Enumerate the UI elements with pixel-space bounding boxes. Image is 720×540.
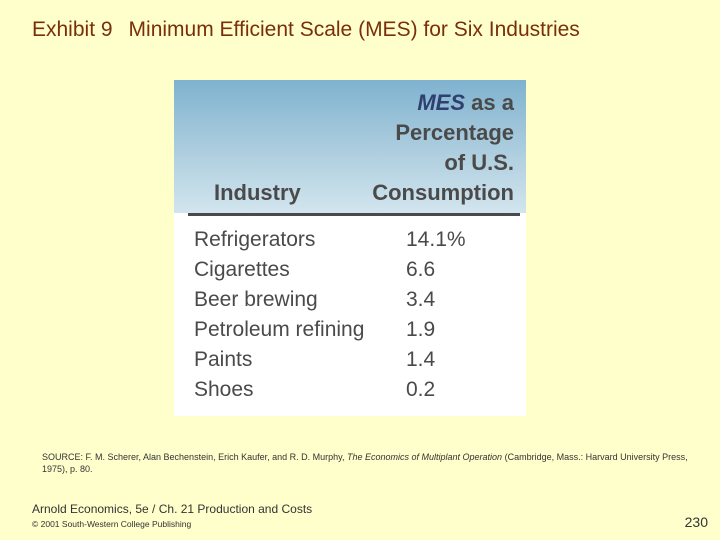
source-prefix: SOURCE: F. M. Scherer, Alan Bechenstein,… [42, 452, 345, 462]
page-number: 230 [684, 514, 708, 530]
mes-value-cell: 3.4 [406, 288, 436, 311]
header-mes-line2: Percentage [395, 120, 514, 145]
industry-cell: Shoes [194, 378, 254, 401]
mes-value-cell: 6.6 [406, 258, 436, 281]
header-mes-line4: Consumption [372, 180, 514, 205]
header-mes-line3: of U.S. [444, 150, 514, 175]
source-citation: SOURCE: F. M. Scherer, Alan Bechenstein,… [42, 451, 692, 475]
source-book-title: The Economics of Multiplant Operation [346, 452, 503, 462]
mes-table: MES as a Percentage of U.S. Consumption … [174, 80, 526, 416]
mes-value-cell: 0.2 [406, 378, 436, 401]
industry-cell: Cigarettes [194, 258, 290, 281]
header-mes-percentage: MES as a Percentage of U.S. Consumption [344, 88, 514, 208]
source-suffix: (Cambridge, Mass.: Harvard University Pr… [42, 452, 688, 474]
table-body: Refrigerators 14.1% Cigarettes 6.6 Beer … [174, 226, 526, 406]
table-row: Paints 1.4 [174, 346, 526, 376]
industry-cell: Refrigerators [194, 228, 316, 251]
mes-value-cell: 1.9 [406, 318, 436, 341]
table-row: Refrigerators 14.1% [174, 226, 526, 256]
table-row: Shoes 0.2 [174, 376, 526, 406]
table-header: MES as a Percentage of U.S. Consumption … [174, 80, 526, 213]
mes-value-cell: 1.4 [406, 348, 436, 371]
exhibit-title: Minimum Efficient Scale (MES) for Six In… [128, 18, 580, 41]
footer-course: Arnold Economics, 5e / Ch. 21 Production… [32, 502, 313, 516]
table-row: Cigarettes 6.6 [174, 256, 526, 286]
exhibit-label: Exhibit 9 [32, 18, 113, 41]
industry-cell: Paints [194, 348, 253, 371]
industry-cell: Beer brewing [194, 288, 318, 311]
footer-copyright: © 2001 South-Western College Publishing [32, 519, 192, 529]
industry-cell: Petroleum refining [194, 318, 365, 341]
header-divider [188, 213, 520, 216]
header-mes-line1-rest: as a [471, 90, 514, 115]
mes-value-cell: 14.1% [406, 228, 466, 251]
table-row: Petroleum refining 1.9 [174, 316, 526, 346]
table-row: Beer brewing 3.4 [174, 286, 526, 316]
slide-title: Exhibit 9 Minimum Efficient Scale (MES) f… [32, 18, 580, 42]
header-industry: Industry [214, 180, 301, 205]
header-mes-abbr: MES [417, 90, 466, 115]
header-mes-line1: MES as a [344, 88, 514, 118]
